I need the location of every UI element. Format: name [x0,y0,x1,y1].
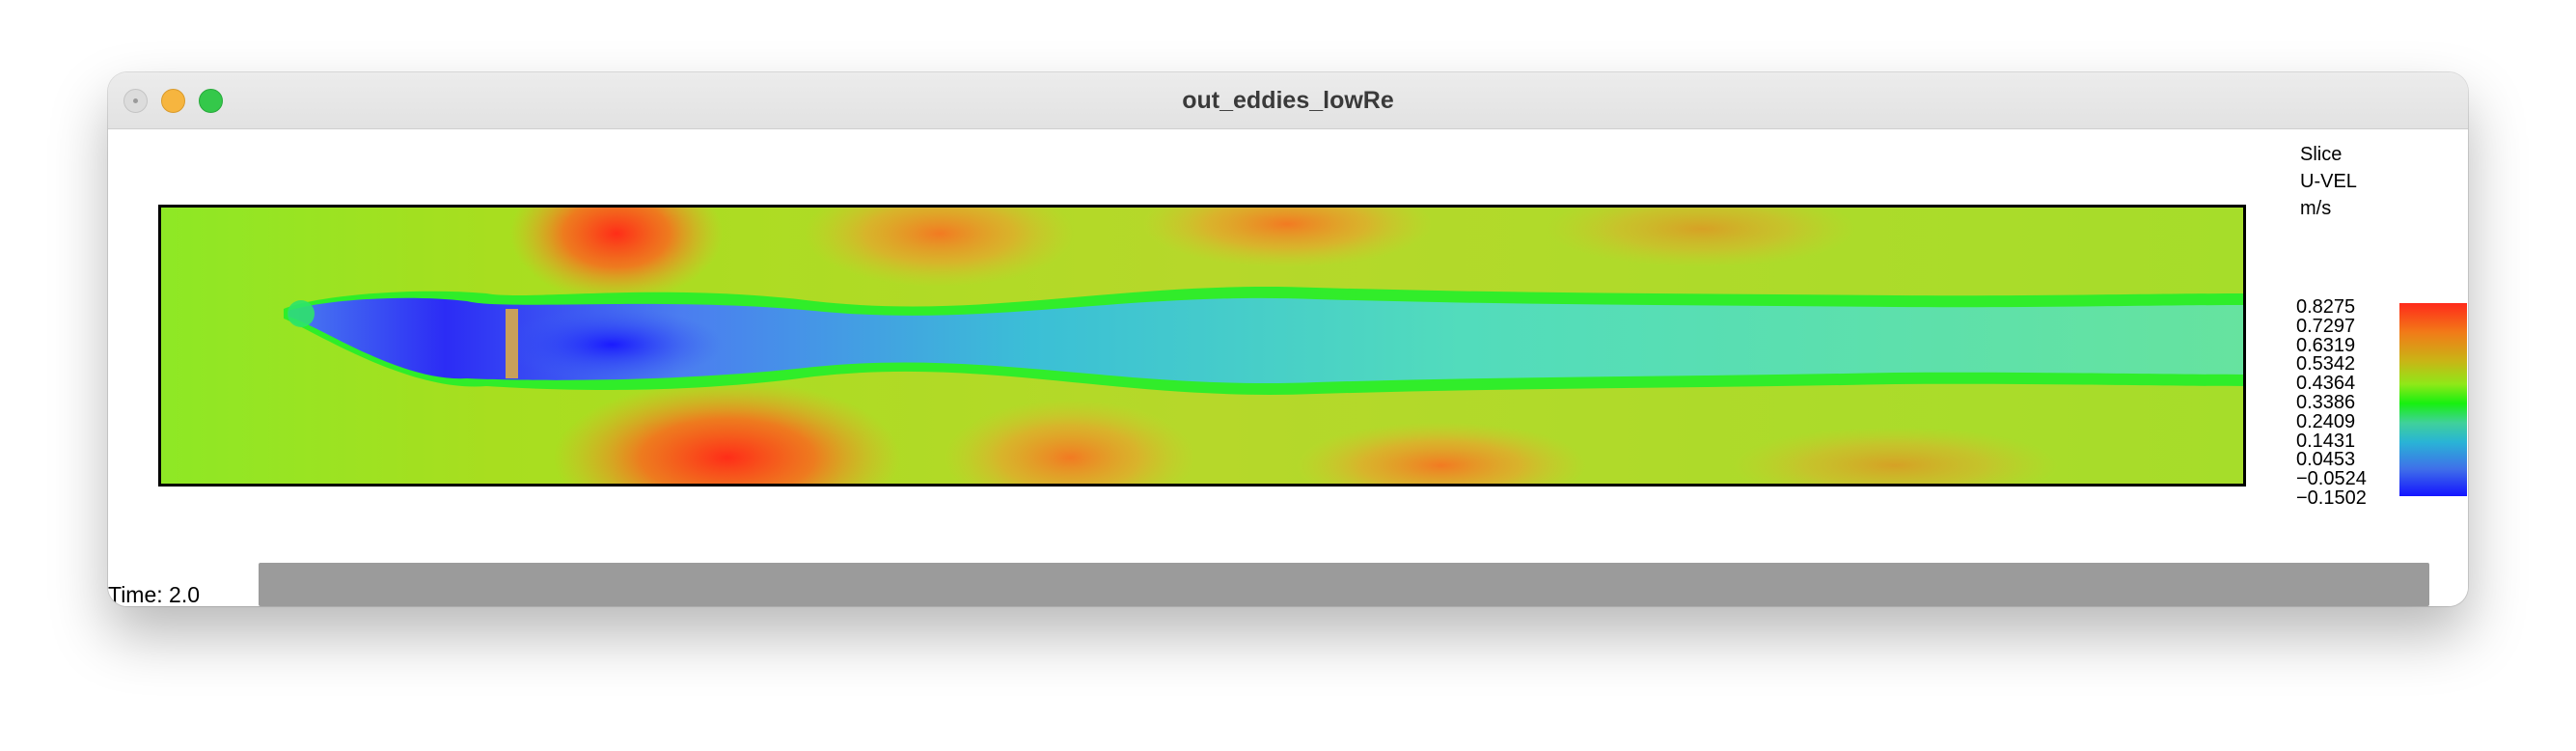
app-window: out_eddies_lowRe [108,72,2468,606]
legend-unit-label: m/s [2300,198,2332,219]
legend-value: 0.8275 [2296,296,2356,318]
window-title: out_eddies_lowRe [1182,87,1394,114]
titlebar: out_eddies_lowRe [108,72,2468,129]
legend-value: −0.0524 [2296,468,2367,490]
legend-value: −0.1502 [2296,487,2367,509]
time-slider[interactable] [259,563,2429,606]
legend-value: 0.6319 [2296,334,2356,356]
u-vel-slice-image [158,205,2246,487]
legend-header: Slice U-VEL m/s [2300,141,2357,222]
zoom-window-button[interactable] [199,89,223,113]
close-window-button[interactable] [123,89,148,113]
legend-value: 0.2409 [2296,410,2356,432]
legend-value: 0.5342 [2296,353,2356,376]
legend-variable-label: U-VEL [2300,171,2357,192]
legend-value: 0.7297 [2296,315,2356,337]
render-area: Slice U-VEL m/s 0.8275 0.7297 0.6319 0.5… [108,129,2468,606]
time-label: Time: 2.0 [108,582,201,606]
obstacle-block [506,309,518,378]
legend-value: 0.4364 [2296,373,2356,395]
legend-value: 0.1431 [2296,430,2356,452]
legend-type-label: Slice [2300,144,2343,165]
legend-values: 0.8275 0.7297 0.6319 0.5342 0.4364 0.338… [2296,297,2367,508]
minimize-window-button[interactable] [161,89,185,113]
legend-value: 0.0453 [2296,449,2356,471]
colorbar [2399,303,2467,496]
velocity-slice-plot [158,205,2246,487]
legend-value: 0.3386 [2296,391,2356,413]
